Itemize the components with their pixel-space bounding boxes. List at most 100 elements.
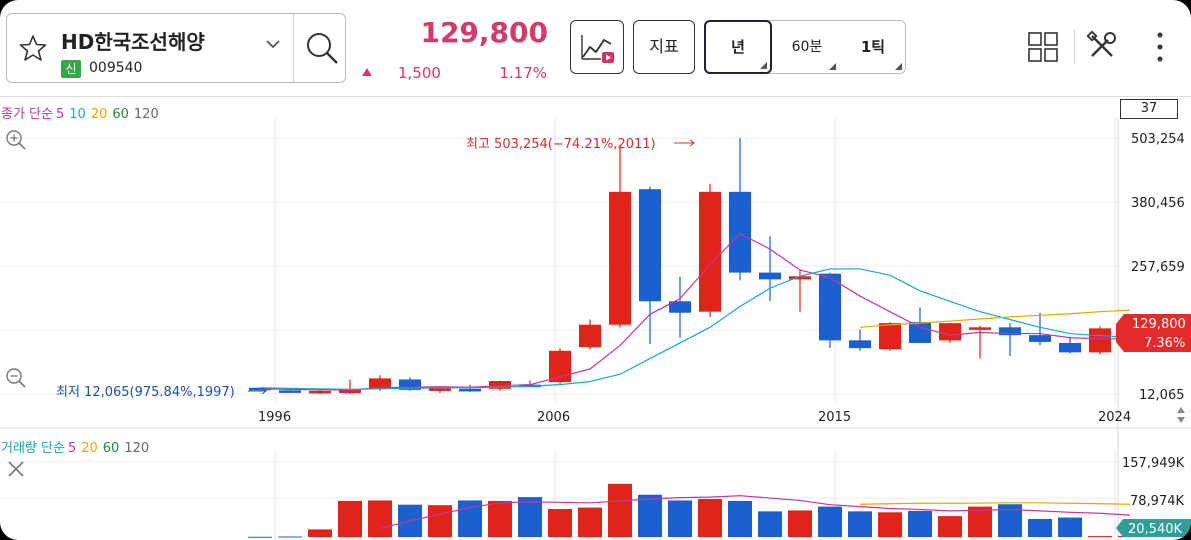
x-tick-label: 2006 xyxy=(537,410,570,425)
price-ma-legend: 종가 단순 5 10 20 60 120 xyxy=(1,103,164,122)
high-price-annotation: 최고 503,254(−74.21%,2011) xyxy=(466,137,656,152)
candle-body xyxy=(1029,335,1051,342)
candle xyxy=(699,183,721,317)
candle xyxy=(639,186,661,345)
candle-body xyxy=(399,379,421,390)
candle xyxy=(849,329,871,351)
candle xyxy=(1089,326,1111,355)
ma10-label: 10 xyxy=(69,107,86,122)
candle-body xyxy=(639,189,661,302)
price-legend-prefix: 종가 단순 xyxy=(1,107,53,122)
candle xyxy=(759,236,781,302)
volume-legend-prefix: 거래량 단순 xyxy=(1,441,65,456)
zoom-out-icon[interactable] xyxy=(6,368,26,388)
volume-bar xyxy=(488,500,512,537)
candle-body xyxy=(849,340,871,349)
candle xyxy=(339,379,361,395)
period-year-button[interactable]: 년 xyxy=(704,20,772,74)
volume-bar xyxy=(1088,536,1112,538)
current-volume-tag-value: 20,540K xyxy=(1128,522,1182,537)
candle-count[interactable]: 37 xyxy=(1120,99,1178,119)
search-icon[interactable] xyxy=(305,31,339,65)
candle-body xyxy=(939,323,961,341)
chart-type-button[interactable] xyxy=(570,20,624,74)
candle xyxy=(549,348,571,385)
volume-bar xyxy=(878,512,902,537)
volume-bar xyxy=(338,500,362,537)
price-change-percent: 1.17% xyxy=(499,64,547,82)
candle-body xyxy=(1089,328,1111,353)
candle xyxy=(939,323,961,343)
candle xyxy=(669,276,691,338)
stock-selector[interactable]: HD한국조선해양 신 009540 xyxy=(6,13,346,83)
period-year-label: 년 xyxy=(731,38,745,56)
candle xyxy=(609,144,631,328)
up-arrow-icon xyxy=(362,68,372,76)
header-divider xyxy=(0,96,1191,97)
candle xyxy=(999,323,1021,356)
volume-ma20-line xyxy=(859,502,1131,505)
volume-bar xyxy=(248,536,272,538)
indicator-button[interactable]: 지표 xyxy=(633,20,695,74)
stock-name: HD한국조선해양 xyxy=(61,30,205,54)
chevron-down-icon[interactable] xyxy=(265,38,281,50)
volume-bar xyxy=(578,507,602,537)
volume-bar xyxy=(818,506,842,537)
candle-body xyxy=(729,191,751,273)
candle-body xyxy=(879,323,901,350)
ma-lines-layer xyxy=(259,232,1131,391)
candle-body xyxy=(339,388,361,393)
period-60min-button[interactable]: 60분 xyxy=(775,21,839,73)
candle-body xyxy=(819,273,841,341)
volume-ma5-line xyxy=(379,495,1131,530)
candle-body xyxy=(579,324,601,348)
candle-body xyxy=(489,381,511,389)
volume-bar xyxy=(758,511,782,537)
volume-bar xyxy=(1028,518,1052,537)
candle-body xyxy=(669,301,691,313)
y-tick-label: 12,065 xyxy=(1139,388,1185,403)
ma20-line xyxy=(859,309,1131,328)
volume-bars-layer xyxy=(248,483,1142,538)
ma120-label: 120 xyxy=(133,107,159,122)
y-tick-label: 257,659 xyxy=(1131,260,1185,275)
zoom-in-icon[interactable] xyxy=(6,130,26,150)
candle xyxy=(579,319,601,350)
candle-body xyxy=(699,191,721,312)
volume-y-tick-label: 78,974K xyxy=(1130,494,1184,509)
candle xyxy=(1059,336,1081,354)
candle xyxy=(789,269,811,312)
volume-bar xyxy=(908,510,932,537)
volume-bar xyxy=(668,500,692,537)
candle-body xyxy=(549,350,571,383)
close-icon[interactable] xyxy=(8,461,24,477)
period-selector: 년 60분 1틱 xyxy=(704,20,906,74)
candle xyxy=(909,307,931,343)
volume-bar xyxy=(308,529,332,537)
candle-body xyxy=(609,191,631,325)
volume-bar xyxy=(278,536,302,538)
current-price-tag: 129,800 7.36% xyxy=(1116,314,1191,352)
candle xyxy=(1029,312,1051,346)
period-1tick-button[interactable]: 1틱 xyxy=(841,21,905,73)
current-price-tag-value: 129,800 xyxy=(1132,317,1186,332)
divider xyxy=(1074,30,1075,64)
candle-body xyxy=(279,390,301,393)
tools-icon[interactable] xyxy=(1086,30,1118,62)
volume-y-tick-label: 157,949K xyxy=(1122,456,1185,471)
scroll-handle[interactable] xyxy=(1177,407,1185,423)
divider xyxy=(293,14,294,82)
volume-bar xyxy=(728,500,752,537)
candle-body xyxy=(999,327,1021,336)
grid-icon[interactable] xyxy=(1028,32,1058,62)
star-icon[interactable] xyxy=(19,34,47,62)
candle-body xyxy=(909,322,931,343)
more-vertical-icon[interactable] xyxy=(1150,30,1170,64)
chart-play-icon xyxy=(581,35,614,63)
candle-body xyxy=(459,388,481,392)
candle xyxy=(819,272,841,349)
arrow-right-icon xyxy=(674,139,695,147)
period-60min-label: 60분 xyxy=(791,39,823,55)
volume-bar xyxy=(698,499,722,537)
